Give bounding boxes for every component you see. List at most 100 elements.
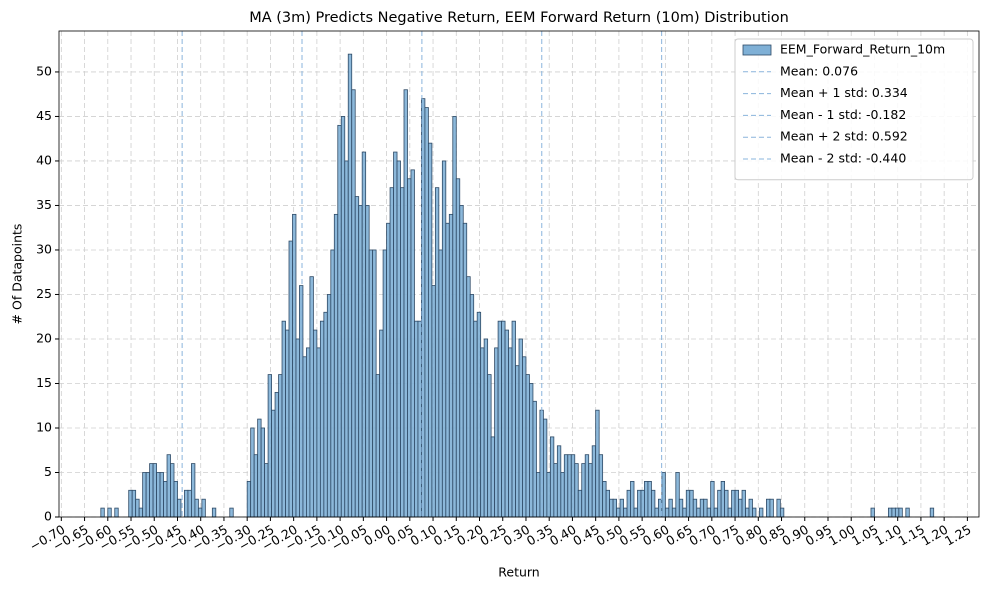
bar: [483, 338, 489, 518]
bar: [703, 498, 708, 518]
bar: [536, 472, 541, 518]
bar: [375, 374, 381, 518]
legend-label: Mean: 0.076: [780, 63, 858, 78]
bar: [191, 463, 196, 518]
bar: [246, 480, 252, 518]
x-tick-label: 1.25: [942, 522, 974, 549]
bar: [511, 320, 516, 518]
bar: [142, 472, 147, 518]
bar: [898, 507, 903, 518]
bar: [776, 498, 781, 518]
bar: [393, 151, 398, 518]
bar: [678, 498, 684, 518]
bar: [306, 347, 311, 518]
bar: [131, 489, 137, 518]
bar: [379, 329, 384, 518]
bar: [344, 160, 349, 518]
bar: [870, 507, 875, 518]
chart-title: MA (3m) Predicts Negative Return, EEM Fo…: [249, 10, 789, 26]
y-tick-label: 35: [36, 197, 52, 212]
bar: [316, 347, 321, 518]
bar: [211, 507, 217, 518]
bar: [361, 151, 367, 518]
bar: [630, 480, 635, 518]
legend-label: EEM_Forward_Return_10m: [780, 42, 945, 57]
y-axis-label: # Of Datapoints: [10, 224, 25, 325]
bar: [560, 472, 565, 518]
bar: [309, 276, 314, 518]
bar: [759, 507, 764, 518]
bar: [508, 347, 513, 518]
bar: [260, 427, 266, 518]
y-tick-label: 45: [36, 108, 52, 123]
bar: [640, 489, 645, 518]
bar: [424, 107, 429, 518]
bar: [644, 480, 649, 518]
bar: [490, 436, 496, 518]
bar: [605, 489, 611, 518]
bar: [741, 489, 746, 518]
bar: [159, 472, 164, 518]
bar: [717, 489, 722, 518]
bar: [459, 205, 464, 518]
bar: [518, 338, 523, 518]
bar: [713, 507, 719, 518]
bar: [616, 507, 621, 518]
bar: [135, 498, 140, 518]
bar: [170, 463, 175, 518]
bar: [469, 294, 475, 518]
bar: [689, 489, 694, 518]
bar: [745, 507, 750, 518]
bar: [671, 507, 677, 518]
bar: [504, 329, 509, 518]
bar: [532, 400, 537, 518]
bar: [285, 329, 290, 518]
bar: [574, 463, 579, 518]
bar: [570, 454, 576, 518]
bar: [149, 463, 154, 518]
bar: [476, 311, 482, 518]
bar: [738, 498, 743, 518]
bar: [166, 454, 171, 518]
bar: [340, 116, 346, 518]
bar: [365, 205, 370, 518]
bar: [264, 463, 269, 518]
bar: [651, 489, 656, 518]
bar: [295, 338, 300, 518]
bar: [410, 169, 415, 518]
bar: [706, 507, 712, 518]
bar: [114, 507, 119, 518]
bar: [145, 472, 151, 518]
bar: [905, 507, 910, 518]
bar: [323, 311, 328, 518]
bar: [887, 507, 893, 518]
y-tick-label: 40: [36, 152, 52, 167]
bar: [358, 205, 363, 518]
bar: [623, 507, 628, 518]
bar: [466, 276, 471, 518]
bar: [567, 454, 572, 518]
bar: [455, 178, 461, 518]
bar: [128, 489, 133, 518]
bar: [107, 507, 112, 518]
bar: [194, 498, 199, 518]
bar: [414, 320, 419, 518]
bar: [100, 507, 105, 518]
y-tick-label: 15: [36, 375, 52, 390]
legend-label: Mean + 2 std: 0.592: [780, 129, 908, 144]
bar: [727, 507, 732, 518]
bar: [546, 472, 551, 518]
bar: [448, 213, 454, 518]
bar: [692, 498, 698, 518]
bar: [752, 507, 757, 518]
bar: [664, 507, 670, 518]
bar: [400, 187, 405, 518]
bar: [292, 213, 297, 518]
bar: [748, 498, 753, 518]
bar: [734, 489, 739, 518]
bar: [253, 454, 259, 518]
bar: [441, 160, 447, 518]
bar: [661, 472, 666, 518]
bar: [595, 409, 600, 518]
bar: [522, 356, 527, 518]
